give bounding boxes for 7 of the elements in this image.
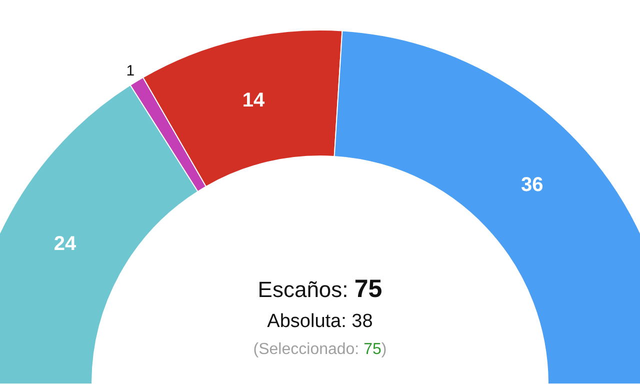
text: (Seleccionado: 75) — [253, 341, 387, 358]
text: Escaños: 75 — [258, 275, 382, 303]
data-label: 14 — [242, 90, 266, 112]
data-label: 1 — [126, 62, 135, 80]
text: Absoluta: 38 — [267, 311, 373, 332]
data-label: 24 — [54, 232, 77, 255]
data-label: 36 — [521, 174, 544, 196]
